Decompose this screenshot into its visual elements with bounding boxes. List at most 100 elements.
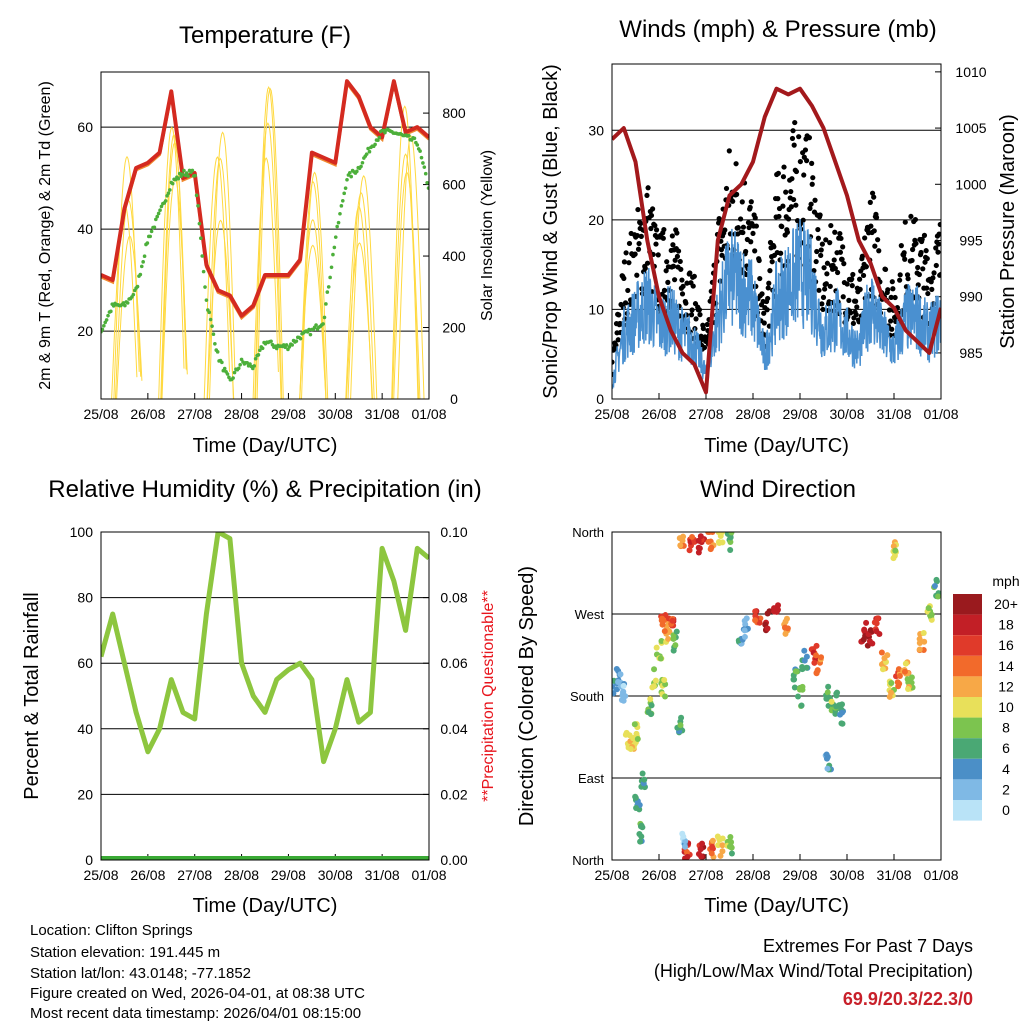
wind-direction-point: [657, 655, 664, 662]
dewpoint-point: [342, 191, 346, 196]
solar-insolation-line: [209, 131, 236, 399]
gust-point: [925, 290, 931, 297]
dewpoint-point: [324, 302, 328, 306]
dewpoint-point: [199, 236, 203, 241]
wind-direction-point: [861, 626, 868, 633]
gust-point: [867, 199, 873, 205]
gust-point: [875, 237, 881, 243]
gust-point: [938, 271, 941, 278]
legend-label: 10: [998, 699, 1014, 715]
gust-point: [868, 223, 874, 229]
gust-point: [746, 224, 752, 231]
dewpoint-point: [338, 211, 342, 216]
wind-direction-point: [709, 843, 716, 850]
legend-label: 14: [998, 658, 1014, 674]
dewpoint-point: [170, 181, 175, 186]
x-tick-label: 29/08: [271, 867, 306, 883]
wind-direction-point: [803, 653, 810, 660]
legend-label: 16: [998, 637, 1014, 653]
wind-direction-point: [824, 689, 831, 696]
wind-direction-point: [825, 683, 832, 690]
dewpoint-point: [193, 173, 197, 178]
wind-direction-point: [708, 544, 715, 551]
gust-point: [912, 216, 919, 223]
gust-point: [818, 252, 824, 259]
dewpoint-point: [377, 135, 382, 140]
gust-point: [769, 259, 775, 265]
gust-point: [901, 250, 907, 256]
wind-direction-point: [658, 638, 665, 645]
gust-point: [929, 286, 935, 292]
gust-point: [779, 223, 785, 230]
dewpoint-point: [180, 172, 185, 176]
gust-point: [793, 168, 800, 175]
dewpoint-point: [155, 214, 160, 219]
footer-location: Location: Clifton Springs: [30, 922, 193, 939]
dewpoint-point: [364, 152, 369, 156]
wind-direction-point: [689, 533, 696, 540]
gust-point: [672, 277, 678, 283]
dewpoint-point: [355, 169, 359, 174]
gust-point: [748, 199, 754, 205]
wind-direction-point: [677, 722, 684, 729]
wind-direction-point: [699, 840, 706, 847]
wind-direction-point: [665, 635, 672, 642]
wind-direction-point: [879, 666, 886, 673]
gust-point: [691, 273, 697, 279]
y-tick-label: North: [572, 853, 604, 868]
gust-point: [792, 119, 798, 126]
dewpoint-point: [102, 324, 106, 328]
gust-point: [915, 264, 921, 271]
x-tick-label: 31/08: [365, 867, 400, 883]
gust-point: [821, 265, 827, 271]
wind-direction-point: [652, 677, 659, 684]
gust-point: [816, 287, 822, 293]
wind-direction-point: [792, 668, 799, 675]
dewpoint-point: [220, 360, 224, 365]
dewpoint-point: [335, 224, 339, 229]
gust-point: [808, 201, 814, 207]
dewpoint-point: [348, 170, 352, 175]
wind-direction-point: [631, 721, 638, 728]
legend-swatch: [953, 655, 982, 677]
x-axis-label: Time (Day/UTC): [193, 895, 338, 917]
dewpoint-point: [109, 309, 113, 314]
gust-point: [910, 246, 916, 253]
legend-label: 20+: [994, 596, 1018, 612]
wind-direction-point: [708, 850, 715, 857]
x-tick-label: 29/08: [271, 406, 306, 422]
y-right-tick-label: 0.08: [440, 590, 467, 606]
gust-point: [849, 283, 855, 289]
x-tick-label: 31/08: [876, 867, 911, 883]
gust-point: [885, 287, 891, 293]
dewpoint-point: [425, 180, 429, 185]
wind-direction-point: [728, 839, 735, 846]
panel-2: 0 10 20 30 985 990 995 1000 1005 1010 25/08 26/08 27…: [540, 16, 1019, 457]
x-tick-label: 27/08: [688, 867, 723, 883]
gust-point: [862, 235, 868, 241]
gust-point: [679, 291, 686, 297]
wind-direction-point: [824, 695, 831, 702]
solar-insolation-line: [299, 219, 327, 399]
x-tick-label: 28/08: [224, 867, 259, 883]
gust-point: [719, 252, 725, 258]
wind-direction-point: [719, 842, 726, 849]
wind-direction-point: [727, 546, 734, 553]
y-right-tick-label: 995: [959, 232, 983, 248]
dewpoint-point: [210, 324, 214, 328]
y-right-tick-label: 200: [442, 320, 466, 336]
dewpoint-point: [231, 376, 235, 380]
wind-direction-point: [641, 776, 648, 783]
gust-point: [849, 276, 855, 282]
dewpoint-point: [141, 260, 145, 264]
extremes-values: 69.9/20.3/22.3/0: [843, 989, 973, 1009]
dewpoint-point: [225, 372, 230, 376]
x-tick-label: 26/08: [130, 406, 165, 422]
gust-point: [802, 147, 809, 153]
wind-direction-point: [860, 636, 867, 643]
gust-point: [638, 220, 644, 227]
wind-direction-point: [633, 805, 640, 812]
gust-point: [683, 300, 689, 306]
gust-point: [672, 257, 678, 263]
